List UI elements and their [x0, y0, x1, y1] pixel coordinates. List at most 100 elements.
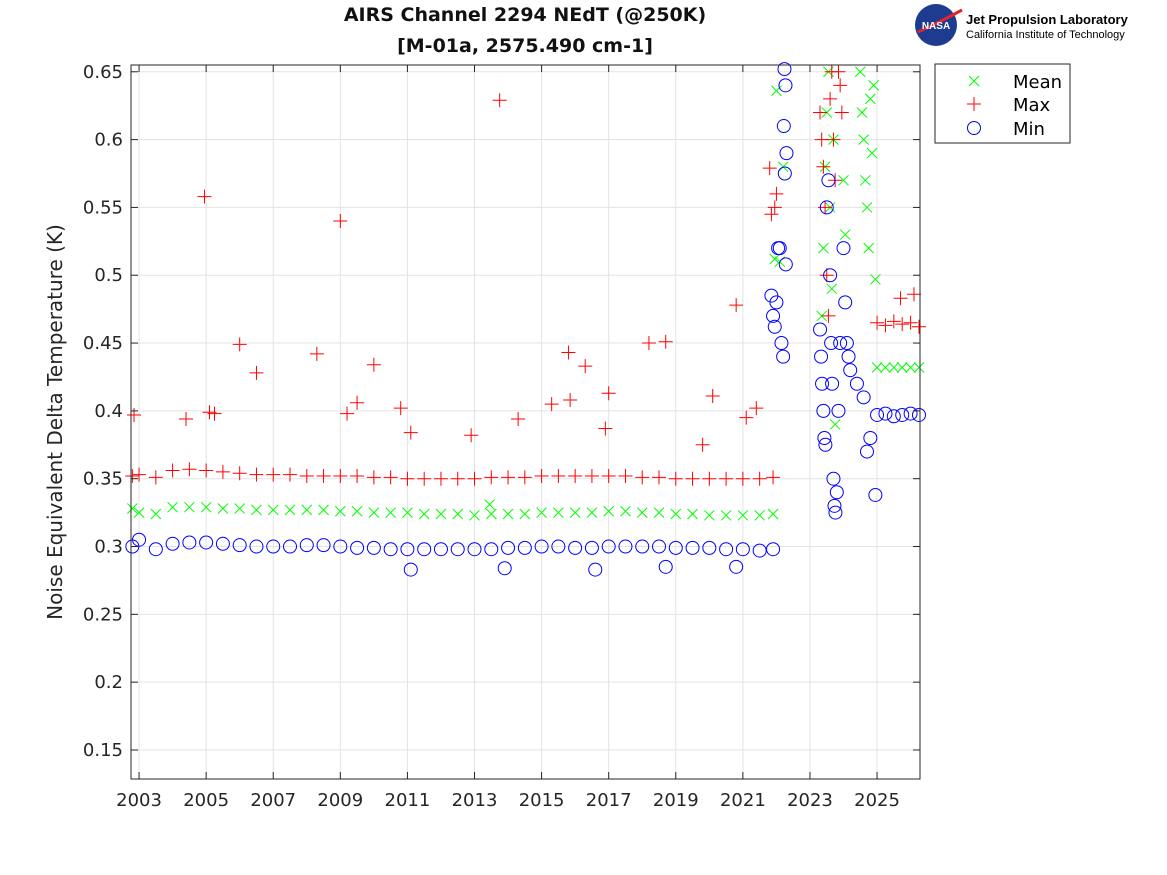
point-mean	[888, 362, 900, 373]
point-mean	[620, 505, 631, 517]
y-tick-label: 0.2	[94, 672, 123, 693]
point-mean	[569, 507, 581, 518]
point-mean	[351, 505, 363, 517]
point-max	[511, 412, 526, 427]
point-mean	[866, 147, 878, 159]
point-mean	[368, 507, 380, 518]
y-tick-label: 0.3	[94, 537, 123, 558]
point-min	[776, 349, 791, 364]
point-max	[735, 471, 750, 486]
point-mean	[858, 134, 869, 145]
point-min	[821, 173, 836, 188]
point-mean	[133, 507, 145, 518]
point-min	[618, 539, 633, 554]
point-mean	[863, 242, 875, 254]
point-max	[165, 463, 180, 478]
point-mean	[871, 362, 883, 373]
legend-marker-min	[967, 121, 981, 135]
point-min	[823, 268, 838, 283]
point-max	[719, 471, 734, 486]
point-mean	[864, 93, 876, 105]
point-max	[578, 359, 593, 374]
point-max	[350, 468, 365, 483]
point-min	[729, 559, 744, 574]
point-min	[838, 295, 853, 310]
point-min	[911, 407, 926, 422]
point-mean	[870, 273, 881, 285]
point-mean	[150, 508, 162, 520]
nasa-swoosh-icon	[917, 8, 963, 34]
point-min	[403, 562, 418, 577]
point-max	[658, 334, 673, 349]
point-mean	[284, 504, 296, 516]
point-max	[821, 308, 836, 323]
x-tick-label: 2011	[385, 790, 431, 811]
point-mean	[318, 504, 329, 516]
x-tick-label: 2025	[854, 790, 900, 811]
y-tick-label: 0.4	[94, 401, 123, 422]
y-tick-label: 0.55	[83, 197, 123, 218]
point-min	[815, 376, 830, 391]
point-mean	[301, 504, 313, 516]
point-mean	[905, 362, 916, 373]
point-min	[333, 539, 348, 554]
point-max	[249, 365, 264, 380]
point-min	[702, 540, 717, 555]
point-max	[484, 470, 499, 485]
point-max	[561, 345, 576, 360]
point-min	[148, 542, 163, 557]
point-min	[584, 540, 599, 555]
x-tick-label: 2007	[250, 790, 296, 811]
point-max	[601, 386, 616, 401]
point-mean	[234, 503, 246, 514]
point-min	[249, 539, 264, 554]
point-min	[856, 390, 871, 405]
point-min	[433, 542, 448, 557]
jpl-name: Jet Propulsion Laboratory	[966, 12, 1129, 27]
y-axis-label: Noise Equivalent Delta Temperature (K)	[43, 224, 67, 620]
point-min	[467, 542, 482, 557]
point-min	[501, 540, 516, 555]
point-mean	[452, 508, 464, 520]
x-tick-label: 2005	[183, 790, 229, 811]
legend-marker-max	[967, 97, 981, 111]
point-min	[868, 487, 883, 502]
nasa-badge-text: NASA	[922, 21, 950, 32]
point-max	[641, 336, 656, 351]
point-mean	[861, 202, 873, 213]
legend-label-mean: Mean	[1013, 72, 1062, 93]
point-mean	[586, 507, 598, 518]
point-min	[182, 535, 197, 550]
point-max	[464, 428, 479, 443]
point-mean	[670, 508, 682, 520]
point-max	[366, 357, 381, 372]
point-max	[695, 437, 710, 452]
point-min	[779, 146, 794, 161]
point-min	[778, 257, 793, 272]
point-max	[393, 401, 408, 416]
point-mean	[502, 508, 514, 520]
point-max	[544, 397, 559, 412]
point-max	[492, 93, 507, 108]
plot-area-frame	[130, 64, 921, 780]
point-max	[207, 406, 222, 421]
point-mean	[603, 505, 615, 517]
point-min	[895, 407, 910, 422]
point-max	[584, 468, 599, 483]
point-min	[831, 403, 846, 418]
chart-title: AIRS Channel 2294 NEdT (@250K)	[344, 4, 706, 26]
point-min	[735, 542, 750, 557]
point-max	[893, 291, 908, 306]
point-min	[652, 539, 667, 554]
point-max	[895, 317, 910, 332]
point-min	[903, 406, 918, 421]
point-mean	[687, 508, 698, 520]
y-tick-label: 0.65	[83, 62, 123, 83]
point-max	[886, 314, 901, 329]
point-max	[299, 468, 314, 483]
point-min	[828, 505, 843, 520]
point-min	[819, 200, 834, 215]
y-tick-label: 0.25	[83, 604, 123, 625]
point-min	[776, 119, 791, 134]
